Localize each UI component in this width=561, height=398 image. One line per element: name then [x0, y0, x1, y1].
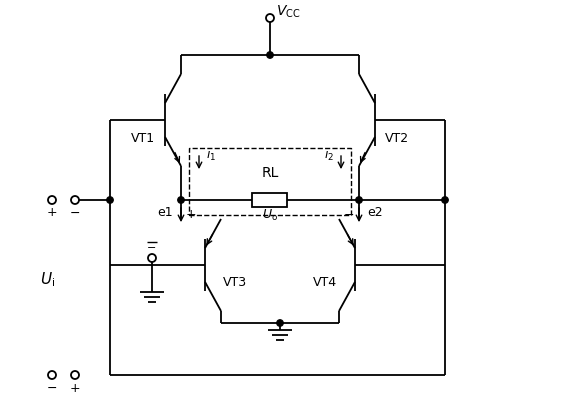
Text: e1: e1 — [157, 205, 173, 219]
Circle shape — [48, 196, 56, 204]
Text: +: + — [70, 382, 80, 394]
Circle shape — [71, 371, 79, 379]
Text: RL: RL — [261, 166, 279, 180]
Text: $V_{\rm CC}$: $V_{\rm CC}$ — [276, 4, 301, 20]
Circle shape — [442, 197, 448, 203]
Circle shape — [71, 196, 79, 204]
Text: VT3: VT3 — [223, 277, 247, 289]
Text: −: − — [344, 209, 354, 222]
Text: VT4: VT4 — [313, 277, 337, 289]
Text: VT2: VT2 — [385, 131, 409, 144]
Circle shape — [277, 320, 283, 326]
Circle shape — [48, 371, 56, 379]
Circle shape — [356, 197, 362, 203]
Circle shape — [178, 197, 184, 203]
Text: −: − — [148, 243, 157, 253]
Text: $U_{\rm i}$: $U_{\rm i}$ — [40, 271, 55, 289]
Text: $i_2$: $i_2$ — [324, 147, 334, 163]
Text: +: + — [47, 207, 57, 220]
Bar — [189, 148, 351, 215]
Text: −: − — [70, 207, 80, 220]
Text: −: − — [47, 382, 57, 394]
Circle shape — [107, 197, 113, 203]
Circle shape — [266, 14, 274, 22]
Text: +: + — [186, 209, 196, 222]
Text: VT1: VT1 — [131, 131, 155, 144]
Text: $U_{\rm o}$: $U_{\rm o}$ — [262, 207, 278, 222]
Circle shape — [148, 254, 156, 262]
Text: $i_1$: $i_1$ — [206, 147, 216, 163]
Circle shape — [267, 52, 273, 58]
Bar — [252, 193, 287, 207]
Text: e2: e2 — [367, 205, 383, 219]
